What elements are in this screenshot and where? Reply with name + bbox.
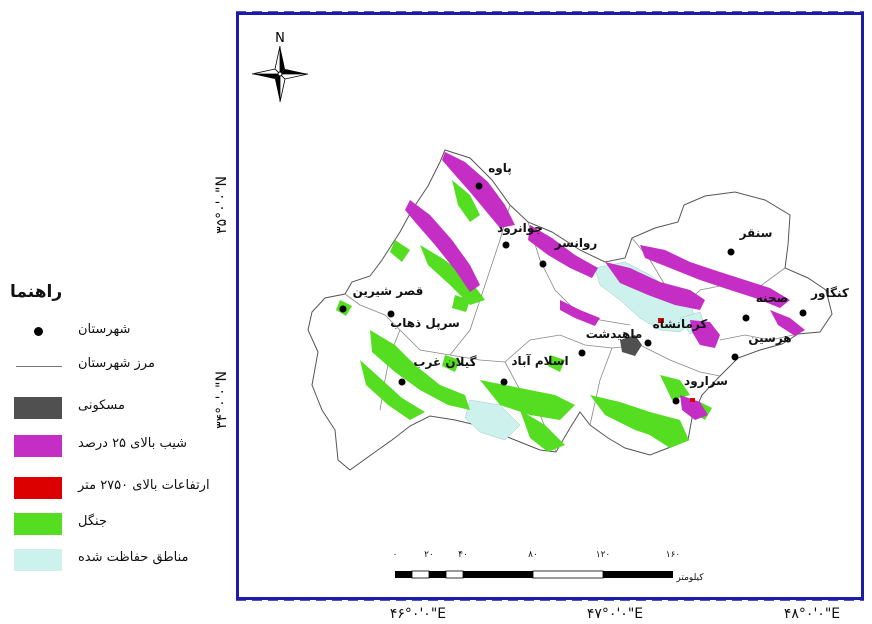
- border-line-icon: [14, 355, 62, 377]
- lat-label-35: ۳۵°۰'۰"N: [214, 176, 230, 234]
- lon-label-48: ۴۸°۰'۰"E: [784, 606, 840, 622]
- legend-label: جنگل: [78, 514, 107, 529]
- compass-rose-icon: [251, 45, 309, 103]
- protected-swatch: [14, 549, 62, 571]
- scale-tick: ۸۰: [528, 550, 538, 560]
- city-label-ravansar: روانسر: [554, 236, 598, 251]
- legend-item-residential: مسکونی: [10, 394, 235, 422]
- legend-label: ارتفاعات بالای ۲۷۵۰ متر: [78, 478, 210, 493]
- scale-tick: ۰: [393, 550, 398, 560]
- county-dot-icon: [14, 321, 62, 343]
- lat-label-34: ۳۴°۰'۰"N: [214, 371, 230, 429]
- city-label-qasr-shirin: قصر شیرین: [353, 284, 424, 298]
- city-label-javanrud: جوانرود: [497, 221, 543, 236]
- scale-unit: کیلومتر: [675, 573, 704, 583]
- city-label-kermanshah: کرمانشاه: [653, 317, 708, 331]
- legend-item-border: مرز شهرستان: [10, 352, 235, 380]
- province-map: [307, 149, 833, 471]
- map-legend: راهنما شهرستان مرز شهرستان مسکونی شیب با…: [0, 270, 235, 590]
- city-label-sahneh: صحنه: [756, 291, 788, 305]
- legend-item-altitude: ارتفاعات بالای ۲۷۵۰ متر: [10, 474, 235, 502]
- city-label-gilan-gharb: گیلان غرب: [413, 355, 476, 369]
- legend-label: مسکونی: [78, 398, 125, 413]
- city-label-kangavar: کنگاور: [810, 286, 849, 301]
- city-label-mahidasht: ماهیدشت: [586, 327, 643, 341]
- city-label-harsin: هرسین: [748, 331, 791, 345]
- legend-item-slope: شیب بالای ۲۵ درصد: [10, 432, 235, 460]
- slope-swatch: [14, 435, 62, 457]
- lon-label-46: ۴۶°۰'۰"E: [390, 606, 446, 622]
- city-label-sarpol-zahab: سرپل ذهاب: [390, 316, 460, 330]
- legend-label: شیب بالای ۲۵ درصد: [78, 436, 188, 451]
- lon-label-47: ۴۷°۰'۰"E: [587, 606, 643, 622]
- city-label-paveh: پاوه: [488, 161, 512, 176]
- legend-label: مرز شهرستان: [78, 356, 155, 371]
- residential-swatch: [14, 397, 62, 419]
- scale-tick: ۲۰: [424, 550, 434, 560]
- city-label-sararud: سرارود: [684, 374, 728, 389]
- city-label-eslamabad: اسلام آباد: [511, 353, 568, 369]
- legend-label: شهرستان: [78, 322, 131, 337]
- north-label: N: [275, 31, 285, 46]
- legend-item-protected: مناطق حفاظت شده: [10, 546, 235, 574]
- legend-label: مناطق حفاظت شده: [78, 550, 189, 565]
- legend-title: راهنما: [10, 282, 63, 302]
- city-dots: [339, 182, 807, 405]
- residential-kermanshah: [620, 335, 642, 356]
- scale-tick: ۴۰: [458, 550, 468, 560]
- altitude-swatch: [14, 477, 62, 499]
- scale-bar: ۰ ۲۰ ۴۰ ۸۰ ۱۲۰ ۱۶۰ کیلومتر: [393, 550, 705, 583]
- forest-swatch: [14, 513, 62, 535]
- map-frame: [236, 12, 864, 600]
- scale-tick: ۱۲۰: [596, 550, 611, 560]
- legend-item-county: شهرستان: [10, 318, 235, 346]
- scale-tick: ۱۶۰: [666, 550, 681, 560]
- legend-item-forest: جنگل: [10, 510, 235, 538]
- city-label-sonqor: سنقر: [739, 226, 773, 240]
